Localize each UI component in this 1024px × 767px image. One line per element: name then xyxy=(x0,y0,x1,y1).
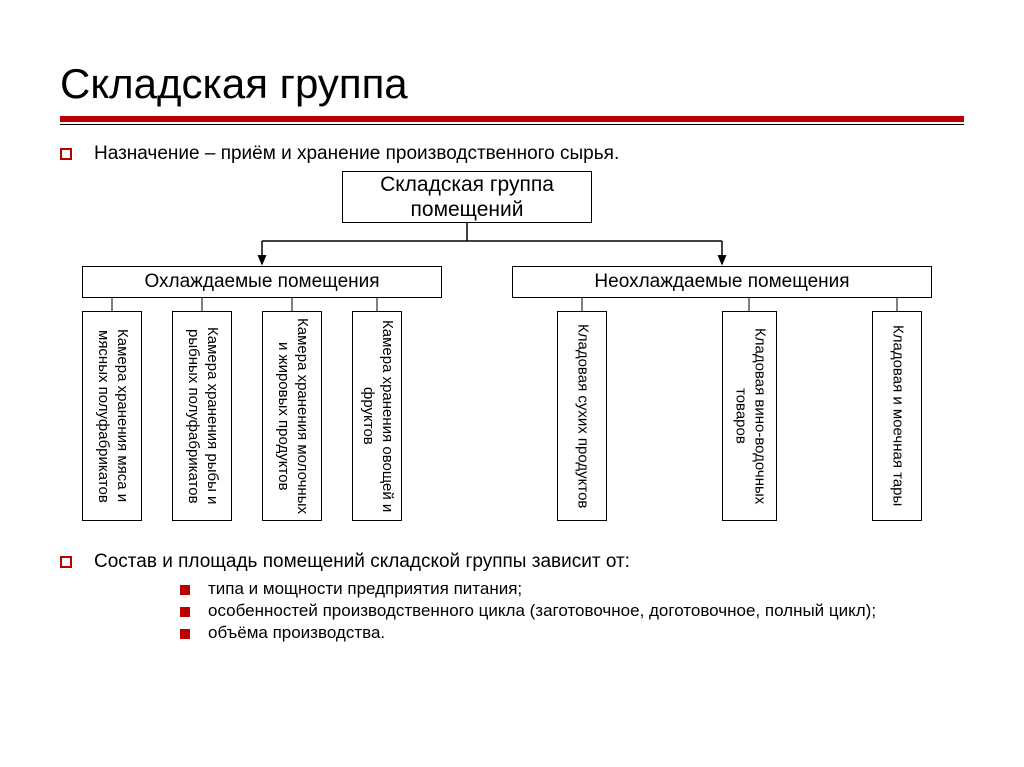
sub2-text: особенностей производственного цикла (за… xyxy=(208,601,876,621)
node-root: Складская группа помещений xyxy=(342,171,592,223)
leaf-wine: Кладовая вино-водочных товаров xyxy=(722,311,777,521)
composition-text: Состав и площадь помещений складской гру… xyxy=(94,551,630,573)
slide: Складская группа Назначение – приём и хр… xyxy=(0,0,1024,685)
leaf-tare: Кладовая и моечная тары xyxy=(872,311,922,521)
square-bullet-fill-icon xyxy=(180,585,190,595)
square-bullet-icon xyxy=(60,148,72,160)
square-bullet-fill-icon xyxy=(180,607,190,617)
org-diagram: Складская группа помещений Охлаждаемые п… xyxy=(62,171,962,541)
leaf-meat: Камера хранения мяса и мясных полуфабрик… xyxy=(82,311,142,521)
leaf-dairy: Камера хранения молочных и жировых проду… xyxy=(262,311,322,521)
leaf-veg: Камера хранения овощей и фруктов xyxy=(352,311,402,521)
sub1-text: типа и мощности предприятия питания; xyxy=(208,579,522,599)
sub-item-1: типа и мощности предприятия питания; xyxy=(180,579,964,599)
title-rule-thin xyxy=(60,124,964,125)
page-title: Складская группа xyxy=(60,60,964,108)
sub3-text: объёма производства. xyxy=(208,623,385,643)
purpose-text: Назначение – приём и хранение производст… xyxy=(94,143,619,165)
square-bullet-icon xyxy=(60,556,72,568)
node-uncooled: Неохлаждаемые помещения xyxy=(512,266,932,298)
sub-item-3: объёма производства. xyxy=(180,623,964,643)
bullet-purpose: Назначение – приём и хранение производст… xyxy=(60,143,964,165)
leaf-dry: Кладовая сухих продуктов xyxy=(557,311,607,521)
sub-item-2: особенностей производственного цикла (за… xyxy=(180,601,964,621)
square-bullet-fill-icon xyxy=(180,629,190,639)
bullet-composition: Состав и площадь помещений складской гру… xyxy=(60,551,964,573)
leaf-fish: Камера хранения рыбы и рыбных полуфабрик… xyxy=(172,311,232,521)
node-cooled: Охлаждаемые помещения xyxy=(82,266,442,298)
sub-list: типа и мощности предприятия питания; осо… xyxy=(180,579,964,643)
title-rule-thick xyxy=(60,116,964,122)
